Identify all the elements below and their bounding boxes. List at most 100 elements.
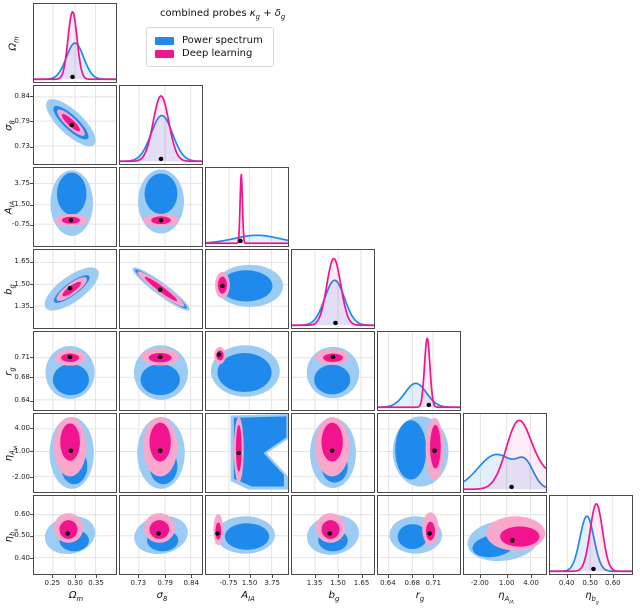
panel-diag-omega_m xyxy=(33,3,117,83)
panel-eta_bg-vs-omega_m xyxy=(33,495,117,575)
y-tick-mark xyxy=(30,183,33,184)
x-tick-mark xyxy=(52,575,54,578)
panel-A_IA-vs-omega_m xyxy=(33,167,117,247)
y-axis-label-eta_bg: ηbg xyxy=(3,528,19,543)
y-tick-mark xyxy=(30,121,33,122)
x-tick-mark xyxy=(433,575,435,578)
y-tick-label: 0.79 xyxy=(14,116,30,125)
x-axis-label-sigma_8: σ8 xyxy=(156,590,168,603)
x-axis-label-omega_m: Ωm xyxy=(68,590,84,603)
x-tick-label: 1.65 xyxy=(353,579,370,587)
x-tick-mark xyxy=(96,575,97,578)
y-axis-label-omega_m: Ωm xyxy=(7,36,21,51)
delta-symbol: δg xyxy=(274,8,286,21)
y-tick-label: 0.64 xyxy=(14,396,30,405)
x-tick-mark xyxy=(314,575,316,578)
x-tick-mark xyxy=(75,575,76,578)
y-tick-label: 1.50 xyxy=(14,279,30,288)
x-tick-label: 1.50 xyxy=(330,579,346,587)
y-tick-label: 4.00 xyxy=(14,423,30,432)
x-tick-label: 0.50 xyxy=(582,579,598,587)
x-tick-label: 0.79 xyxy=(157,579,173,587)
legend-label: Power spectrum xyxy=(182,35,263,46)
x-tick-mark xyxy=(479,575,481,578)
x-axis-label-eta_bg: ηbg xyxy=(585,590,599,606)
y-tick-mark xyxy=(30,284,33,286)
panel-eta_bg-vs-b_g xyxy=(291,495,375,575)
x-tick-mark xyxy=(387,575,389,578)
y-tick-label: 0.60 xyxy=(14,509,30,518)
panel-diag-b_g xyxy=(291,249,375,329)
y-tick-mark xyxy=(30,377,33,379)
panel-b_g-vs-A_IA xyxy=(205,249,289,329)
y-tick-label: 0.50 xyxy=(14,531,30,540)
panel-diag-r_g xyxy=(377,331,461,411)
y-axis-label-A_IA: AIA xyxy=(3,200,17,215)
y-tick-label: 1.00 xyxy=(14,446,30,455)
panel-diag-eta_bg xyxy=(549,495,633,575)
x-tick-label: 0.30 xyxy=(67,579,83,587)
y-axis-label-r_g: rg xyxy=(3,367,17,376)
y-tick-mark xyxy=(30,535,33,537)
legend-title-prefix: combined probes xyxy=(160,8,247,19)
legend-box: Power spectrum Deep learning xyxy=(146,27,274,67)
x-tick-label: 3.75 xyxy=(264,579,280,587)
y-tick-mark xyxy=(30,428,33,430)
y-tick-label: 1.65 xyxy=(14,257,30,266)
y-tick-label: 0.84 xyxy=(14,91,30,100)
y-tick-mark xyxy=(30,558,33,560)
x-tick-label: 1.50 xyxy=(241,579,258,587)
x-tick-label: 0.35 xyxy=(88,579,104,587)
x-tick-mark xyxy=(249,575,251,578)
y-tick-label: 0.71 xyxy=(14,352,30,361)
x-tick-mark xyxy=(228,575,230,578)
x-tick-label: 0.84 xyxy=(183,579,200,587)
plus-sign: + xyxy=(263,8,272,19)
panel-diag-sigma_8 xyxy=(119,85,203,165)
panel-A_IA-vs-sigma_8 xyxy=(119,167,203,247)
panel-eta_bg-vs-A_IA xyxy=(205,495,289,575)
x-axis-label-r_g: rg xyxy=(415,590,425,603)
panel-eta_AIA-vs-A_IA xyxy=(205,413,289,493)
y-axis-label-b_g: bg xyxy=(3,284,17,295)
x-tick-mark xyxy=(191,575,193,578)
panel-diag-A_IA xyxy=(205,167,289,247)
deep-learning-swatch-icon xyxy=(155,49,174,58)
x-tick-label: 0.64 xyxy=(380,579,396,587)
y-tick-label: 0.68 xyxy=(14,372,30,381)
y-tick-label: -2.00 xyxy=(11,472,30,481)
x-tick-label: 0.73 xyxy=(130,579,147,587)
y-tick-label: 1.35 xyxy=(14,302,30,311)
y-axis-label-eta_AIA: ηAIA xyxy=(3,445,19,462)
y-tick-label: -0.75 xyxy=(11,220,30,229)
y-tick-mark xyxy=(30,146,33,148)
panel-b_g-vs-sigma_8 xyxy=(119,249,203,329)
x-tick-mark xyxy=(338,575,340,578)
x-tick-mark xyxy=(165,575,167,578)
x-tick-label: 4.00 xyxy=(523,579,539,587)
x-tick-mark xyxy=(612,575,614,578)
power-spectrum-swatch-icon xyxy=(155,36,174,45)
panel-eta_bg-vs-r_g xyxy=(377,495,461,575)
x-axis-label-eta_AIA: ηAIA xyxy=(498,590,514,606)
y-tick-label: 0.73 xyxy=(14,142,30,151)
panel-eta_AIA-vs-r_g xyxy=(377,413,461,493)
x-tick-mark xyxy=(272,575,274,578)
panel-eta_AIA-vs-b_g xyxy=(291,413,375,493)
x-tick-label: 0.68 xyxy=(404,579,421,587)
y-tick-mark xyxy=(30,306,33,308)
x-tick-mark xyxy=(590,575,592,578)
panel-r_g-vs-A_IA xyxy=(205,331,289,411)
legend-entry-deep-learning: Deep learning xyxy=(155,47,263,60)
panel-eta_bg-vs-sigma_8 xyxy=(119,495,203,575)
legend-label: Deep learning xyxy=(182,48,253,59)
x-tick-label: 0.71 xyxy=(425,579,442,587)
x-tick-mark xyxy=(506,575,508,578)
panel-r_g-vs-b_g xyxy=(291,331,375,411)
x-tick-mark xyxy=(138,575,140,578)
y-tick-mark xyxy=(30,451,33,453)
y-tick-mark xyxy=(30,224,33,226)
legend-title: combined probes κg + δg xyxy=(160,8,285,21)
x-tick-mark xyxy=(531,575,533,578)
